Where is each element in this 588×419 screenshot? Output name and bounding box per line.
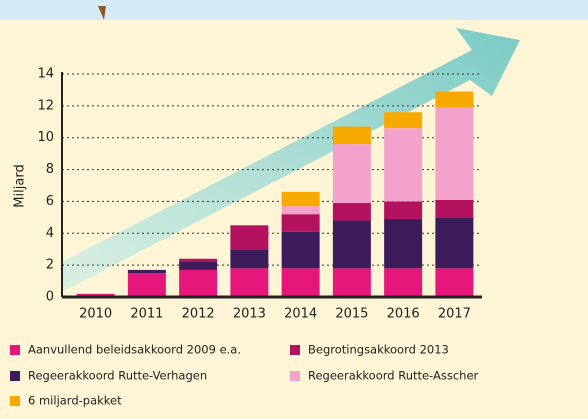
legend-swatch bbox=[10, 371, 20, 381]
x-tick-label: 2010 bbox=[79, 307, 112, 322]
bar-segment bbox=[179, 261, 218, 270]
bar-segment bbox=[384, 201, 423, 219]
bar-segment bbox=[435, 199, 474, 218]
legend-label: Regeerakkoord Rutte-Verhagen bbox=[28, 369, 207, 383]
y-axis-label: Miljard bbox=[13, 164, 28, 207]
bar-segment bbox=[281, 268, 320, 297]
bar-segment bbox=[230, 225, 269, 250]
x-tick-label: 2012 bbox=[182, 307, 215, 322]
y-tick-label: 8 bbox=[46, 162, 54, 177]
y-tick-label: 4 bbox=[46, 226, 54, 241]
bar-segment bbox=[384, 112, 423, 129]
x-tick-label: 2016 bbox=[387, 307, 420, 322]
bar-segment bbox=[332, 203, 371, 221]
bar-segment bbox=[230, 249, 269, 269]
bar-segment bbox=[281, 231, 320, 269]
legend-swatch bbox=[10, 345, 20, 355]
x-tick-label: 2014 bbox=[284, 307, 317, 322]
bar-segment bbox=[332, 126, 371, 145]
bar-segment bbox=[435, 268, 474, 297]
legend-label: Regeerakkoord Rutte-Asscher bbox=[308, 369, 479, 383]
x-tick-label: 2013 bbox=[233, 307, 266, 322]
bar-segment bbox=[332, 268, 371, 297]
y-tick-label: 6 bbox=[46, 194, 54, 209]
bar-segment bbox=[127, 273, 166, 297]
bar-segment bbox=[332, 220, 371, 269]
bar-segment bbox=[281, 214, 320, 232]
bar-segment bbox=[127, 269, 166, 274]
bar-segment bbox=[384, 218, 423, 269]
bar-segment bbox=[435, 217, 474, 269]
y-tick-label: 14 bbox=[37, 67, 54, 82]
x-tick-label: 2015 bbox=[335, 307, 368, 322]
bar-segment bbox=[281, 206, 320, 215]
bar-segment bbox=[332, 144, 371, 204]
bar-segment bbox=[384, 268, 423, 297]
x-tick-label: 2011 bbox=[130, 307, 163, 322]
y-tick-label: 12 bbox=[37, 98, 54, 113]
x-tick-label: 2017 bbox=[438, 307, 471, 322]
y-tick-label: 2 bbox=[46, 258, 54, 273]
bar-segment bbox=[76, 293, 115, 297]
bar-segment bbox=[281, 191, 320, 207]
legend-swatch bbox=[10, 396, 20, 406]
bar-segment bbox=[435, 91, 474, 108]
y-tick-label: 10 bbox=[37, 130, 54, 145]
bar-segment bbox=[179, 258, 218, 262]
bar-segment bbox=[179, 269, 218, 297]
legend-swatch bbox=[290, 345, 300, 355]
bar-segment bbox=[384, 128, 423, 202]
legend-label: 6 miljard-pakket bbox=[28, 394, 122, 408]
legend-label: Aanvullend beleidsakkoord 2009 e.a. bbox=[28, 343, 241, 357]
top-strip bbox=[0, 0, 588, 20]
decoration bbox=[98, 6, 106, 20]
legend-label: Begrotingsakkoord 2013 bbox=[308, 343, 449, 357]
arrow bbox=[62, 28, 520, 292]
legend-swatch bbox=[290, 371, 300, 381]
y-tick-label: 0 bbox=[46, 290, 54, 305]
bar-segment bbox=[230, 268, 269, 297]
bar-segment bbox=[435, 107, 474, 200]
